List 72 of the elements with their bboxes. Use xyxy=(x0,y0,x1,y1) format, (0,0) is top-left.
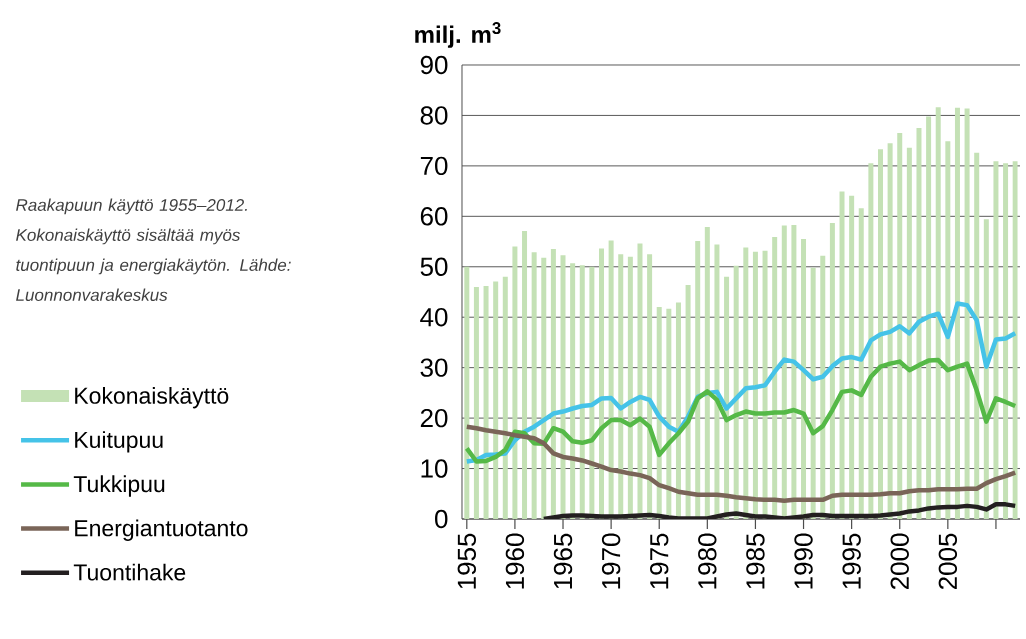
bar xyxy=(743,247,749,519)
bar xyxy=(839,191,845,519)
bar xyxy=(964,108,970,519)
y-tick-label: 30 xyxy=(420,358,448,377)
text: Raakapuun käyttö 1955–2012. Kokonaiskäyttö sisältää myös tuontipuun ja energiakäytön. Lähde: Luonnonvarakeskus xyxy=(16,198,291,302)
bar xyxy=(945,141,951,519)
bar xyxy=(810,267,816,519)
bar xyxy=(733,265,739,519)
bar xyxy=(752,251,758,519)
legend-label: Kokonaiskäyttö xyxy=(75,386,229,409)
bar xyxy=(704,226,710,519)
y-tick-label: 20 xyxy=(420,408,448,428)
x-tick-label: 1990 xyxy=(794,533,813,589)
x-tick-label: 1995 xyxy=(842,533,861,589)
bar xyxy=(695,241,701,519)
x-tick-label: 1960 xyxy=(505,533,525,589)
y-axis-title: milj. m$^{3}$ xyxy=(415,22,501,48)
legend-label: Kuitupuu xyxy=(75,431,163,453)
bar xyxy=(570,263,576,519)
bar xyxy=(829,222,835,519)
y-tick-label: 40 xyxy=(420,308,448,327)
line-series xyxy=(464,357,1018,464)
bar xyxy=(858,208,864,519)
bar xyxy=(926,116,932,519)
bar xyxy=(493,281,499,519)
bar xyxy=(675,302,681,519)
bar xyxy=(916,128,922,519)
bar xyxy=(522,230,528,519)
y-tick-label: 0 xyxy=(435,509,448,529)
y-tick-label: 90 xyxy=(420,55,448,75)
bar xyxy=(781,225,787,519)
bar xyxy=(531,252,537,519)
y-tick-label: 70 xyxy=(420,156,448,176)
bar xyxy=(560,255,566,519)
x-tick-label: 1980 xyxy=(698,533,717,589)
bar xyxy=(1003,163,1009,519)
bar xyxy=(868,163,874,519)
y-tick-label: 10 xyxy=(421,459,448,478)
y-tick-label: 60 xyxy=(420,207,448,226)
bar xyxy=(637,243,643,519)
bar xyxy=(935,107,941,519)
x-tick-label: 1975 xyxy=(650,533,669,589)
bar xyxy=(801,239,807,519)
bar xyxy=(954,107,960,519)
y-tick-label: 50 xyxy=(420,257,448,276)
bar xyxy=(897,133,903,519)
bar xyxy=(473,286,479,519)
bar xyxy=(849,195,855,519)
bar xyxy=(579,265,585,519)
bar xyxy=(887,143,893,519)
legend-label: Tukkipuu xyxy=(73,475,165,497)
x-tick-label: 1970 xyxy=(601,533,621,589)
bar xyxy=(502,276,508,519)
bar xyxy=(541,257,547,519)
x-tick-label: 1985 xyxy=(746,533,765,589)
y-tick-label: 80 xyxy=(420,106,448,125)
bar xyxy=(627,256,633,519)
legend-label: Energiantuotanto xyxy=(75,519,248,541)
bar xyxy=(906,147,912,519)
bar xyxy=(464,266,470,519)
bar xyxy=(647,254,653,519)
bar xyxy=(483,285,489,519)
bar xyxy=(589,266,595,519)
x-tick-label: 2005 xyxy=(938,533,958,590)
x-tick-label: 1955 xyxy=(457,533,477,589)
bar xyxy=(878,149,883,519)
bar xyxy=(820,255,826,519)
legend-label: Tuontihake xyxy=(73,563,186,581)
line-series xyxy=(464,301,1018,464)
x-tick-label: 2000 xyxy=(890,533,909,590)
x-tick-label: 1965 xyxy=(553,533,573,589)
bar xyxy=(512,246,518,519)
